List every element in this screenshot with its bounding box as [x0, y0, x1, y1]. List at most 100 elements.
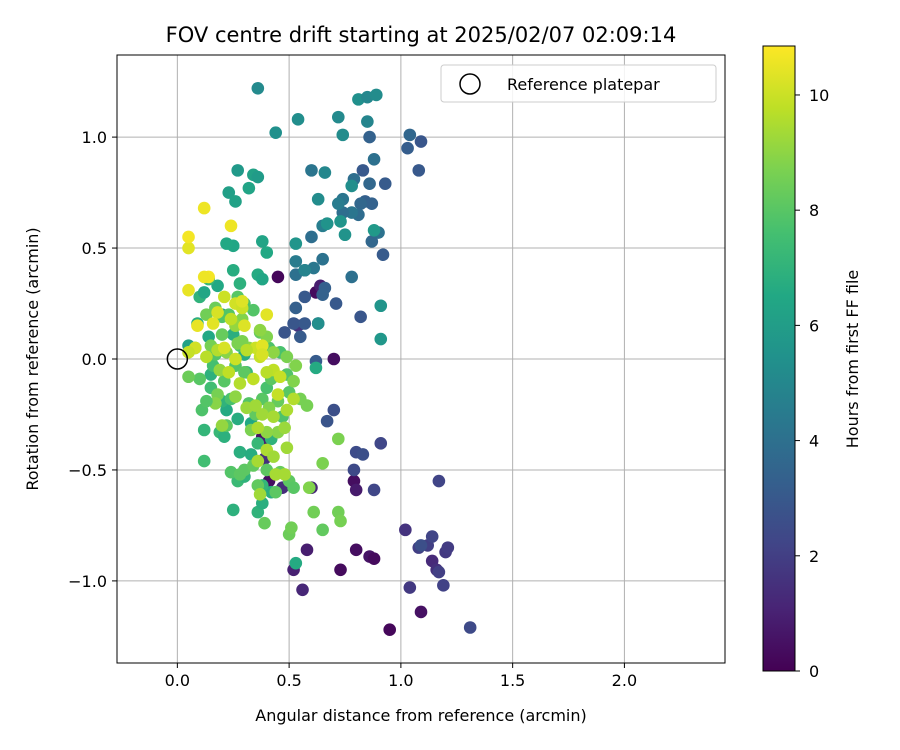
x-axis-ticks: 0.0 0.5 1.0 1.5 2.0	[165, 663, 637, 690]
data-point	[345, 179, 359, 193]
data-point	[298, 263, 312, 277]
data-point	[217, 341, 231, 355]
data-point	[235, 295, 249, 308]
data-point	[200, 394, 213, 408]
data-point	[289, 301, 303, 315]
data-point	[463, 621, 477, 634]
x-axis-label: Angular distance from reference (arcmin)	[255, 706, 586, 725]
data-point	[327, 403, 341, 417]
data-point	[238, 319, 251, 333]
data-point	[280, 403, 294, 417]
data-point	[307, 505, 321, 519]
data-point	[231, 412, 245, 426]
data-point	[311, 317, 325, 330]
data-point	[414, 605, 428, 619]
data-point	[361, 115, 374, 128]
data-point	[374, 437, 388, 450]
data-point	[302, 481, 316, 495]
data-point	[273, 370, 287, 384]
data-point	[233, 377, 247, 390]
data-point	[287, 317, 300, 330]
data-point	[383, 623, 397, 637]
data-point	[200, 308, 213, 321]
data-point	[278, 468, 291, 481]
data-point	[298, 290, 312, 304]
data-point	[363, 130, 376, 144]
data-point	[251, 81, 265, 95]
colorbar: 0 2 4 6 8 10 Hours from first FF file	[762, 45, 862, 681]
data-point	[217, 430, 231, 443]
data-point	[249, 399, 262, 412]
data-point	[345, 270, 359, 284]
data-point	[403, 128, 417, 142]
data-point	[354, 197, 367, 210]
data-point	[206, 317, 220, 330]
data-point	[182, 241, 195, 255]
data-point	[247, 372, 260, 386]
data-point	[403, 581, 417, 594]
data-point	[309, 361, 323, 375]
data-point	[224, 219, 238, 233]
data-point	[365, 235, 379, 248]
data-point	[349, 543, 363, 557]
data-point	[285, 521, 298, 534]
data-point	[255, 408, 269, 421]
chart-title: FOV centre drift starting at 2025/02/07 …	[166, 23, 677, 47]
colorbar-gradient	[762, 45, 796, 672]
data-point	[233, 277, 247, 290]
data-point	[331, 197, 345, 210]
data-point	[374, 299, 388, 313]
data-point	[320, 414, 334, 428]
data-point	[296, 583, 309, 597]
data-point	[316, 288, 329, 301]
data-point	[349, 483, 363, 497]
data-point	[222, 366, 236, 379]
data-point	[255, 272, 269, 286]
y-tick-label: −0.5	[68, 461, 107, 480]
data-point	[305, 230, 318, 244]
data-point	[347, 463, 361, 477]
y-tick-label: 0.5	[82, 239, 107, 258]
legend: Reference platepar	[440, 64, 717, 103]
data-point	[412, 164, 426, 177]
data-point	[251, 421, 265, 435]
data-point	[229, 390, 242, 404]
data-point	[267, 450, 280, 463]
data-point	[329, 297, 343, 310]
data-point	[338, 228, 352, 242]
y-tick-label: 0.0	[82, 350, 107, 369]
data-point	[271, 270, 285, 284]
data-point	[316, 523, 329, 537]
data-point	[200, 350, 213, 364]
data-point	[253, 323, 267, 337]
data-point	[251, 170, 265, 184]
data-point	[271, 388, 285, 401]
data-point	[376, 248, 390, 262]
data-point	[242, 181, 256, 195]
y-tick-label: 1.0	[82, 128, 107, 147]
data-point	[287, 481, 300, 495]
data-point	[327, 352, 341, 366]
data-point	[432, 474, 446, 488]
data-point	[267, 346, 280, 359]
data-point	[269, 468, 283, 481]
y-axis-label: Rotation from reference (arcmin)	[23, 227, 42, 490]
data-point	[240, 343, 253, 357]
x-tick-label: 2.0	[612, 671, 637, 690]
data-point	[233, 445, 247, 459]
data-point	[334, 514, 347, 528]
data-point	[182, 370, 195, 384]
data-point	[293, 330, 307, 344]
data-point	[220, 237, 233, 250]
y-axis-ticks: −1.0 −0.5 0.0 0.5 1.0	[68, 128, 117, 591]
data-point	[287, 374, 300, 388]
data-point	[289, 556, 303, 570]
data-point	[260, 246, 274, 259]
data-point	[289, 237, 303, 250]
data-point	[367, 223, 381, 237]
data-point	[231, 337, 245, 350]
data-point	[305, 164, 318, 177]
data-points	[182, 81, 477, 637]
data-point	[334, 215, 347, 228]
data-point	[316, 252, 329, 266]
